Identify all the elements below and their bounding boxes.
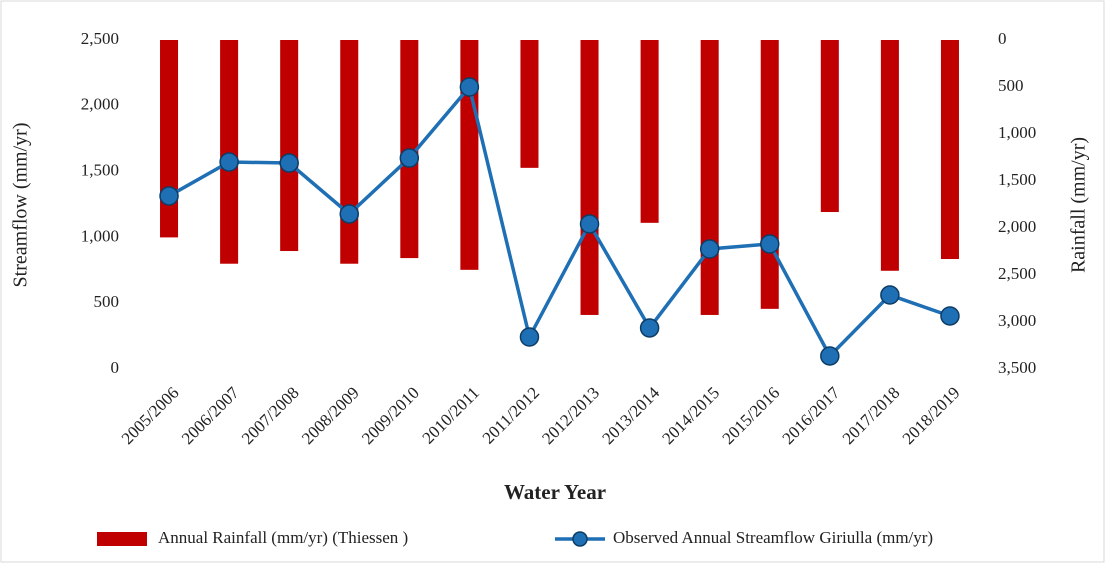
line-marker [399,148,420,168]
y2-tick-label: 500 [998,76,1024,95]
y2-axis-title: Rainfall (mm/yr) [1068,137,1090,273]
y2-tick-label: 0 [998,29,1007,48]
y-axis-title: Streamflow (mm/yr) [10,123,32,288]
y-tick-label: 1,500 [81,161,119,180]
legend-swatch [572,531,588,547]
line-marker [519,327,540,347]
legend-label: Observed Annual Streamflow Giriulla (mm/… [613,528,933,547]
line-marker [159,186,179,206]
bar [340,40,359,264]
line-marker [339,204,359,224]
bar [460,40,479,270]
y2-tick-label: 3,500 [998,358,1036,377]
bar [700,40,719,315]
bar [880,40,899,271]
y-tick-label: 2,000 [81,95,119,114]
legend-swatch [97,532,147,546]
line [168,83,951,359]
bar [280,40,299,252]
y2-tick-label: 3,000 [998,311,1036,330]
bar [580,40,599,315]
y2-tick-label: 1,500 [998,170,1036,189]
line-marker [699,239,720,259]
y2-tick-label: 1,000 [998,123,1036,142]
y2-tick-label: 2,500 [998,264,1036,283]
line-marker [579,214,600,234]
bar [160,40,179,238]
line-marker [880,285,900,305]
line-marker [940,306,960,326]
y2-tick-label: 2,000 [998,217,1036,236]
line-marker [760,234,780,254]
y-tick-label: 1,000 [81,226,119,245]
line-marker [459,77,480,97]
legend-label: Annual Rainfall (mm/yr) (Thiessen ) [158,528,408,547]
bar [520,40,539,168]
line-marker [279,153,299,173]
y-tick-label: 500 [94,292,120,311]
line-marker [639,318,660,338]
bar [640,40,659,223]
y-tick-label: 2,500 [81,29,119,48]
line-marker [219,152,239,172]
line-marker [820,346,840,366]
y-tick-label: 0 [111,358,120,377]
bar [940,40,959,260]
bar [760,40,779,309]
bar [820,40,839,213]
x-axis-title: Water Year [504,480,606,504]
bar [220,40,239,264]
